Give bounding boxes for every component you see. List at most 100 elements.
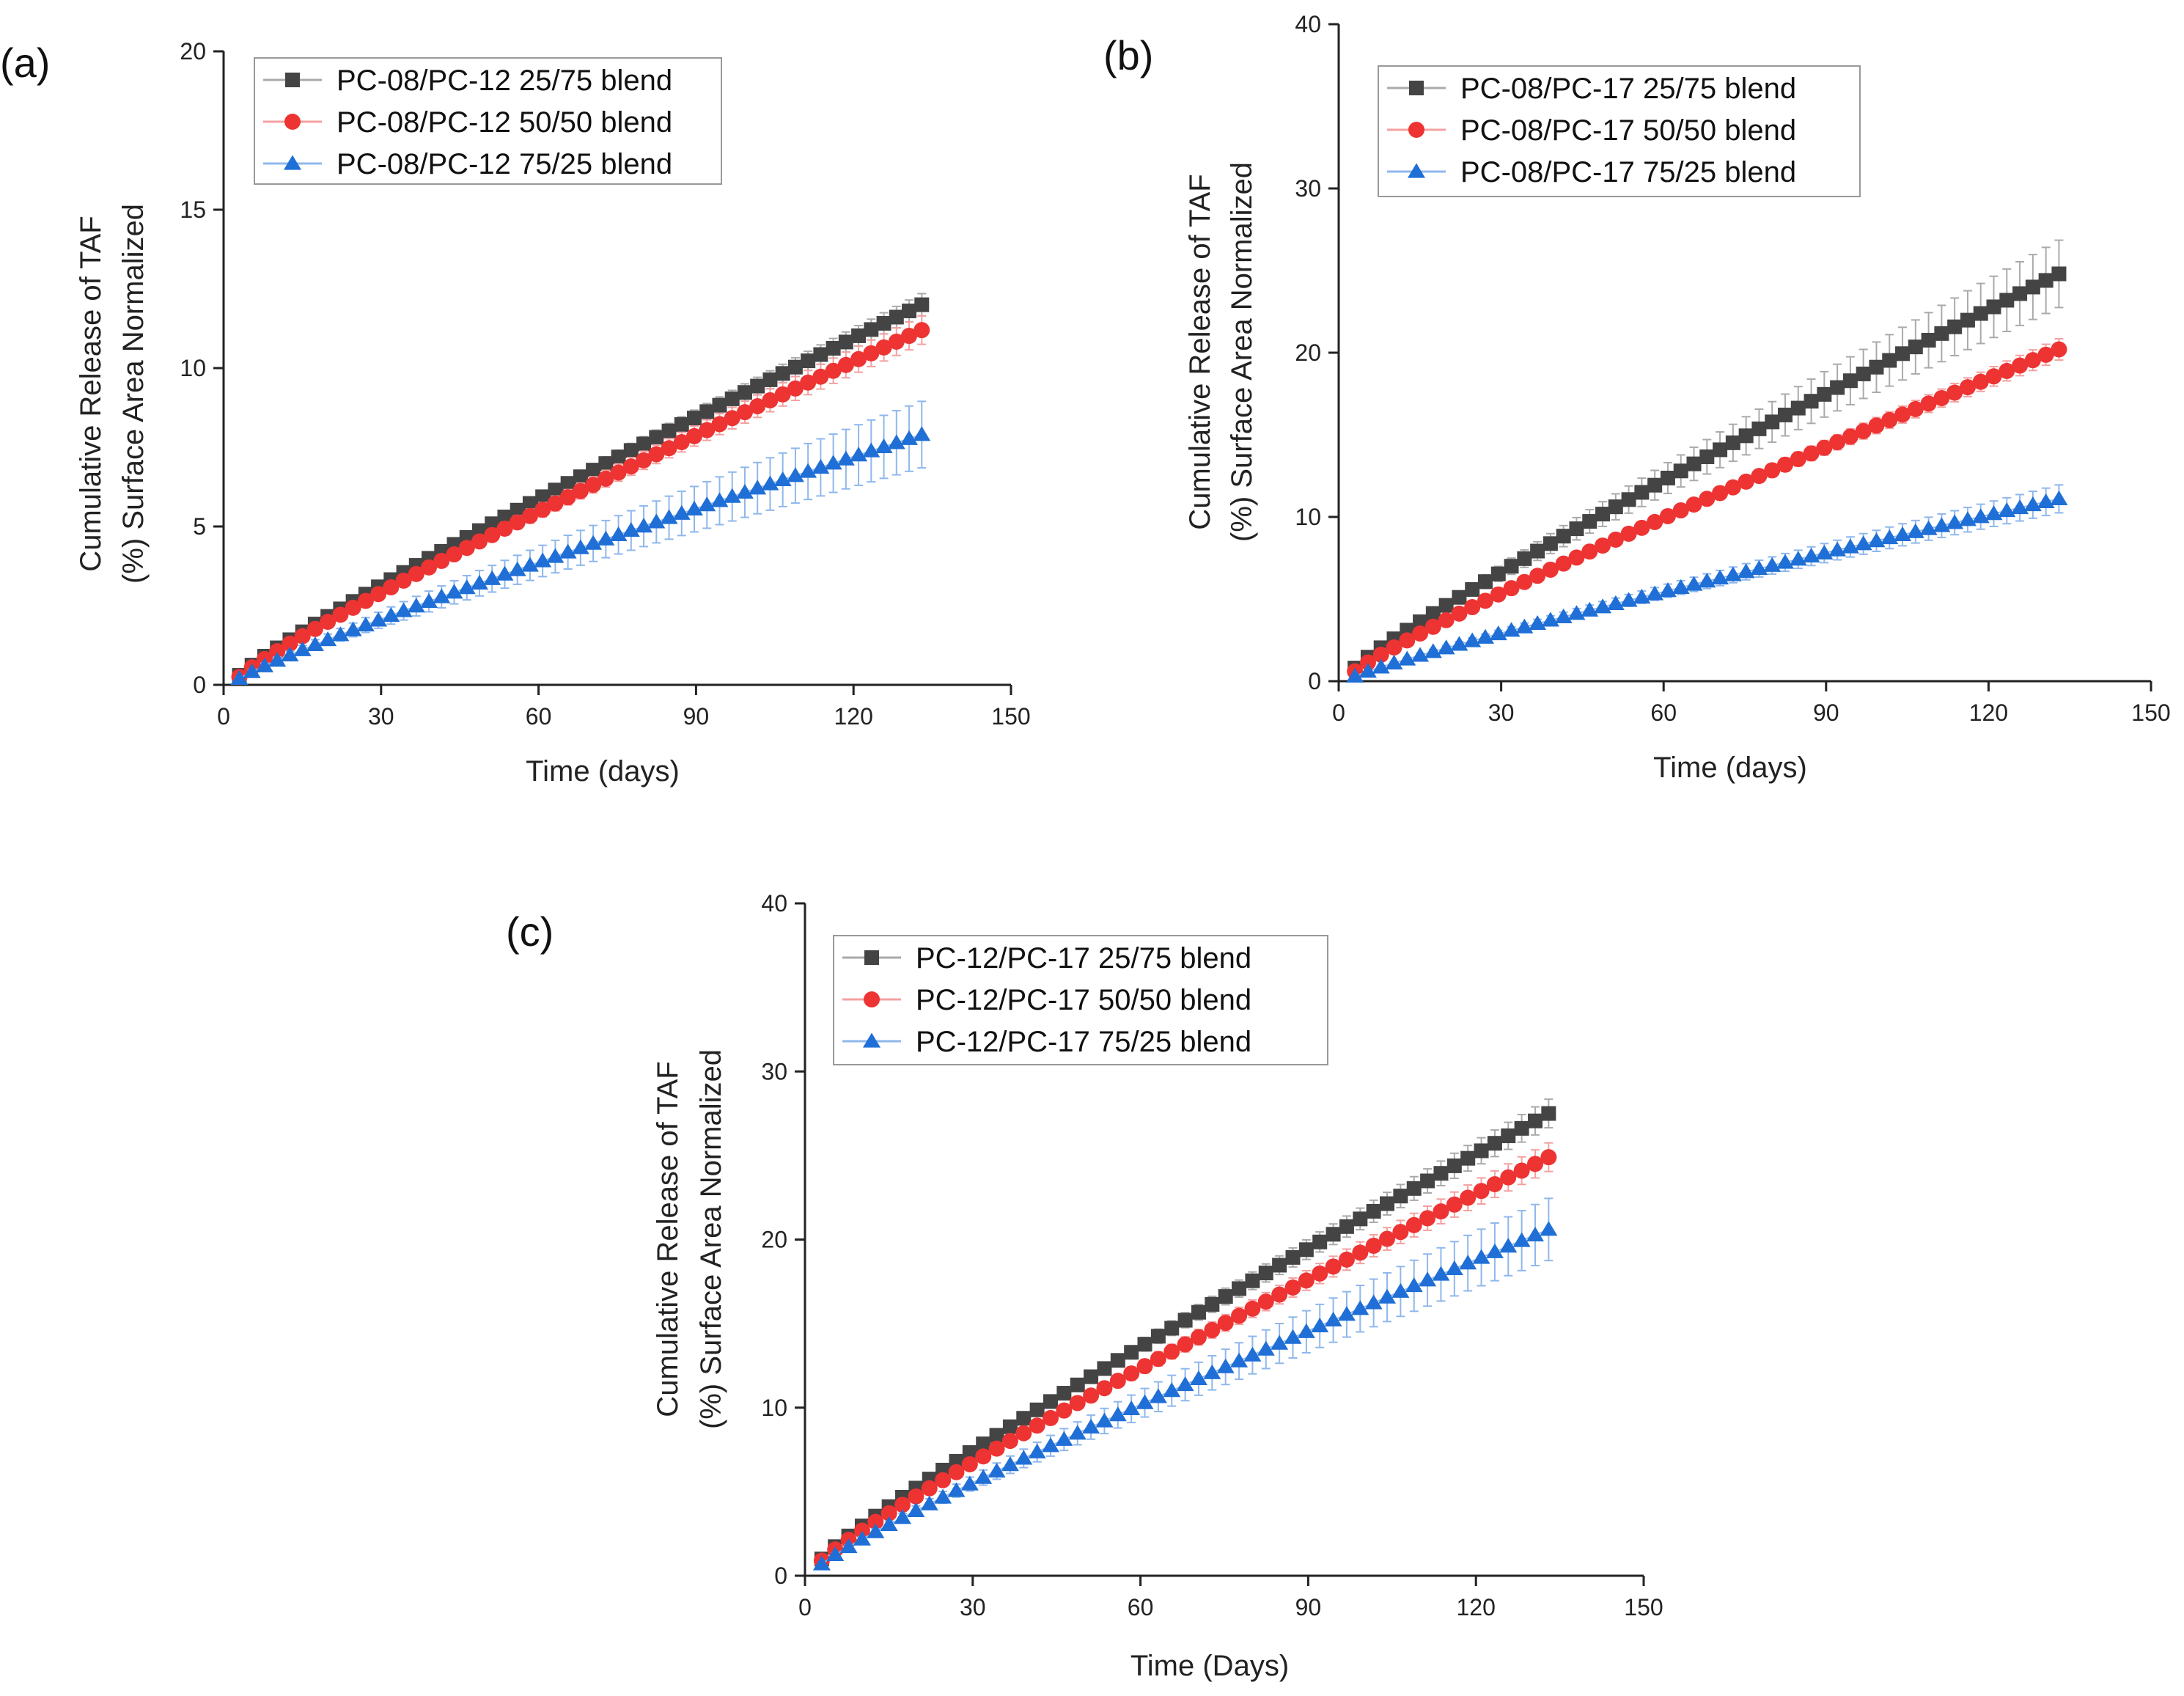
data-point (1150, 1351, 1166, 1368)
data-point (1500, 1169, 1517, 1186)
data-point (1298, 1272, 1315, 1289)
series-0 (814, 1098, 1556, 1567)
data-point (1595, 537, 1611, 554)
data-point (1725, 435, 1740, 450)
data-point (1907, 400, 1924, 417)
data-point (1776, 456, 1793, 473)
data-point (433, 552, 450, 569)
data-point (850, 447, 868, 462)
data-point (1738, 473, 1754, 490)
data-point (1543, 536, 1558, 551)
data-point (867, 1513, 884, 1530)
data-point (1385, 654, 1403, 669)
panel-label: (a) (0, 40, 50, 86)
data-point (356, 616, 375, 632)
data-point (787, 359, 803, 375)
data-point (1514, 1120, 1529, 1136)
data-point (635, 518, 653, 533)
data-point (547, 495, 564, 512)
x-tick-label: 30 (1488, 700, 1515, 726)
data-point (1056, 1402, 1073, 1419)
data-point (1285, 1249, 1301, 1265)
data-point (294, 628, 311, 645)
data-point (934, 1488, 952, 1504)
legend-entry: PC-08/PC-12 50/50 blend (337, 106, 672, 139)
data-point (1043, 1409, 1059, 1426)
data-point (735, 483, 754, 499)
data-point (1934, 326, 1949, 341)
data-point (636, 436, 652, 452)
data-point (687, 411, 702, 426)
data-point (1828, 541, 1847, 557)
data-point (1163, 1382, 1181, 1398)
data-point (1352, 1244, 1369, 1261)
y-axis-title-line1: Cumulative Release of TAF (75, 216, 107, 571)
data-point (913, 322, 930, 339)
y-axis-title-line1: Cumulative Release of TAF (652, 1061, 684, 1417)
data-point (988, 1462, 1006, 1477)
data-point (1556, 529, 1571, 544)
data-point (1016, 1411, 1032, 1426)
data-point (421, 559, 438, 576)
data-point (1230, 1352, 1249, 1368)
data-point (1515, 618, 1534, 634)
data-point (1776, 554, 1794, 569)
data-point (1424, 618, 1441, 635)
data-point (510, 502, 525, 518)
data-point (1501, 1128, 1516, 1144)
data-point (1325, 1258, 1342, 1275)
data-point (1445, 1260, 1463, 1275)
x-tick-label: 120 (1969, 700, 2008, 726)
data-point (901, 328, 918, 345)
data-point (1634, 485, 1650, 500)
data-point (2012, 286, 2028, 301)
data-point (546, 548, 565, 563)
data-point (850, 350, 867, 367)
x-tick-label: 60 (1128, 1594, 1154, 1620)
data-point (1621, 492, 1636, 507)
data-point (636, 452, 652, 469)
data-point (1985, 368, 2002, 385)
legend-entry: PC-12/PC-17 75/25 blend (916, 1026, 1251, 1058)
data-point (1339, 1219, 1354, 1234)
data-point (1513, 1162, 1530, 1179)
data-point (1298, 1242, 1314, 1258)
data-point (1123, 1365, 1140, 1382)
data-point (1372, 658, 1390, 674)
data-point (1108, 1406, 1127, 1422)
data-point (2037, 493, 2055, 509)
data-point (913, 426, 931, 441)
data-point (408, 565, 424, 582)
data-point (559, 543, 577, 559)
data-point (597, 530, 615, 546)
x-tick-label: 0 (1332, 700, 1345, 726)
data-point (496, 521, 513, 537)
data-point (320, 613, 337, 630)
data-point (914, 297, 930, 312)
data-point (572, 482, 589, 499)
data-point (1868, 417, 1885, 434)
data-point (1959, 379, 1976, 396)
data-point (485, 516, 500, 532)
data-point (853, 1530, 871, 1546)
data-point (1096, 1380, 1113, 1397)
data-point (1082, 1418, 1100, 1433)
data-point (674, 416, 689, 432)
data-point (1842, 428, 1858, 445)
data-point (1998, 502, 2016, 518)
y-tick-label: 40 (761, 890, 787, 917)
data-point (921, 1480, 938, 1497)
data-point (1029, 1417, 1045, 1434)
data-point (962, 1444, 977, 1460)
data-point (1177, 1336, 1194, 1353)
data-point (762, 392, 779, 408)
data-point (1324, 1311, 1342, 1327)
data-point (1150, 1329, 1166, 1344)
data-point (559, 489, 576, 506)
legend-marker (285, 73, 300, 87)
data-point (839, 1538, 858, 1554)
data-point (1177, 1313, 1193, 1328)
data-point (1122, 1400, 1141, 1415)
data-point (1737, 563, 1755, 579)
legend-marker (284, 155, 301, 170)
